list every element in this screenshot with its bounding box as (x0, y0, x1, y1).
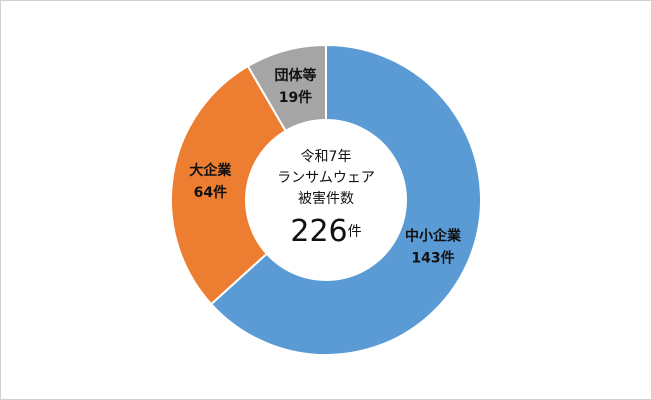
value-label: 19件 (279, 89, 312, 106)
donut-segment (246, 43, 327, 133)
value-label: 143件 (411, 249, 454, 266)
center-text: 被害件数 (298, 191, 354, 207)
total-value: 226 (290, 214, 347, 249)
donut-segment (209, 43, 482, 356)
segment-label: 中小企業 (405, 227, 462, 244)
value-label: 64件 (194, 184, 227, 201)
center-text: 令和7年 (301, 149, 352, 165)
center-text: ランサムウェア (277, 170, 375, 186)
segment-label: 団体等 (274, 67, 316, 84)
segment-label: 大企業 (189, 162, 232, 179)
total-unit: 件 (348, 224, 362, 240)
center-total: 226件 (290, 214, 361, 249)
donut-segment (170, 64, 288, 306)
